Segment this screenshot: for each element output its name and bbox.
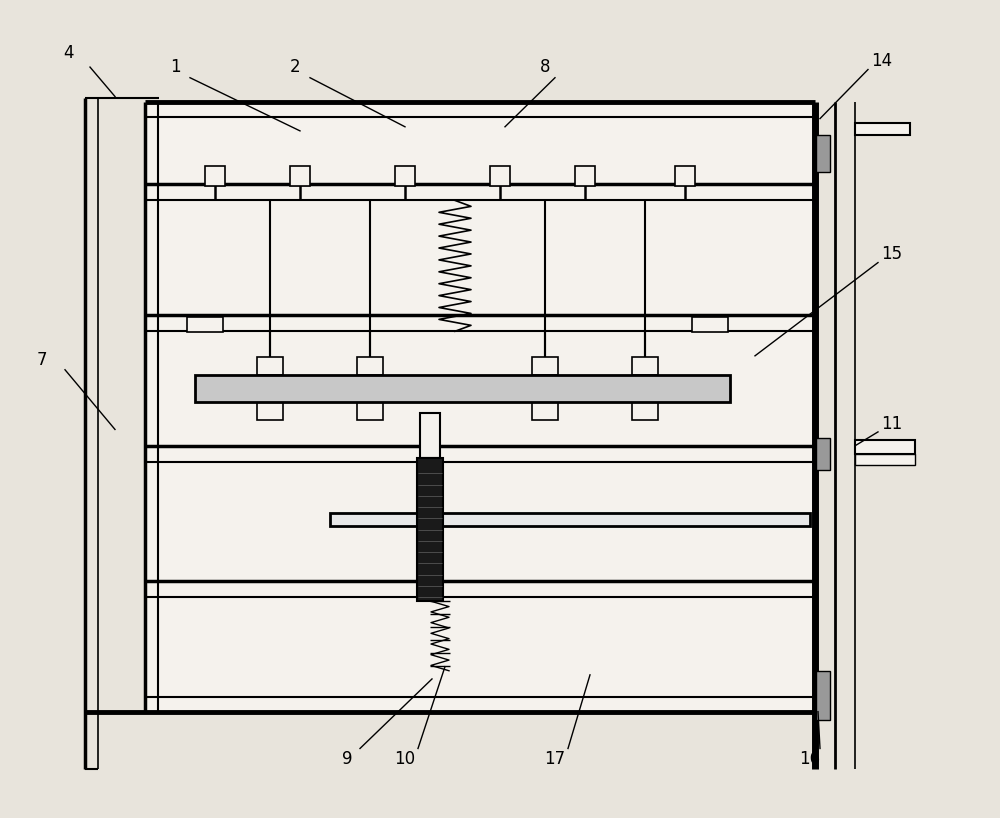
Bar (257, 357, 283, 375)
Bar (532, 357, 558, 375)
Bar (205, 166, 225, 186)
Text: 9: 9 (342, 750, 352, 768)
Bar (357, 357, 383, 375)
Bar (187, 317, 223, 332)
Text: 11: 11 (881, 415, 903, 433)
Text: 17: 17 (544, 750, 566, 768)
Bar (145, 102, 815, 712)
Text: 15: 15 (881, 245, 903, 263)
Bar (632, 357, 658, 375)
Text: 10: 10 (394, 750, 416, 768)
Bar (417, 458, 443, 601)
Text: 14: 14 (871, 52, 893, 70)
Bar (692, 317, 728, 332)
Bar (490, 166, 510, 186)
Bar (290, 166, 310, 186)
Bar (632, 402, 658, 420)
Bar (855, 440, 915, 454)
Text: 4: 4 (63, 44, 73, 62)
Bar (855, 123, 910, 135)
Text: 1: 1 (170, 58, 180, 76)
Bar (330, 513, 810, 526)
Bar (816, 671, 830, 720)
Bar (816, 438, 830, 470)
Bar (816, 135, 830, 172)
Text: 8: 8 (540, 58, 550, 76)
Bar (257, 402, 283, 420)
Bar (420, 413, 440, 458)
Text: 2: 2 (290, 58, 300, 76)
Bar (575, 166, 595, 186)
Bar (395, 166, 415, 186)
Text: 16: 16 (799, 750, 821, 768)
Bar (357, 402, 383, 420)
Bar (532, 402, 558, 420)
Bar (855, 454, 915, 465)
Text: 7: 7 (37, 351, 47, 369)
Bar (675, 166, 695, 186)
Bar (195, 375, 730, 402)
